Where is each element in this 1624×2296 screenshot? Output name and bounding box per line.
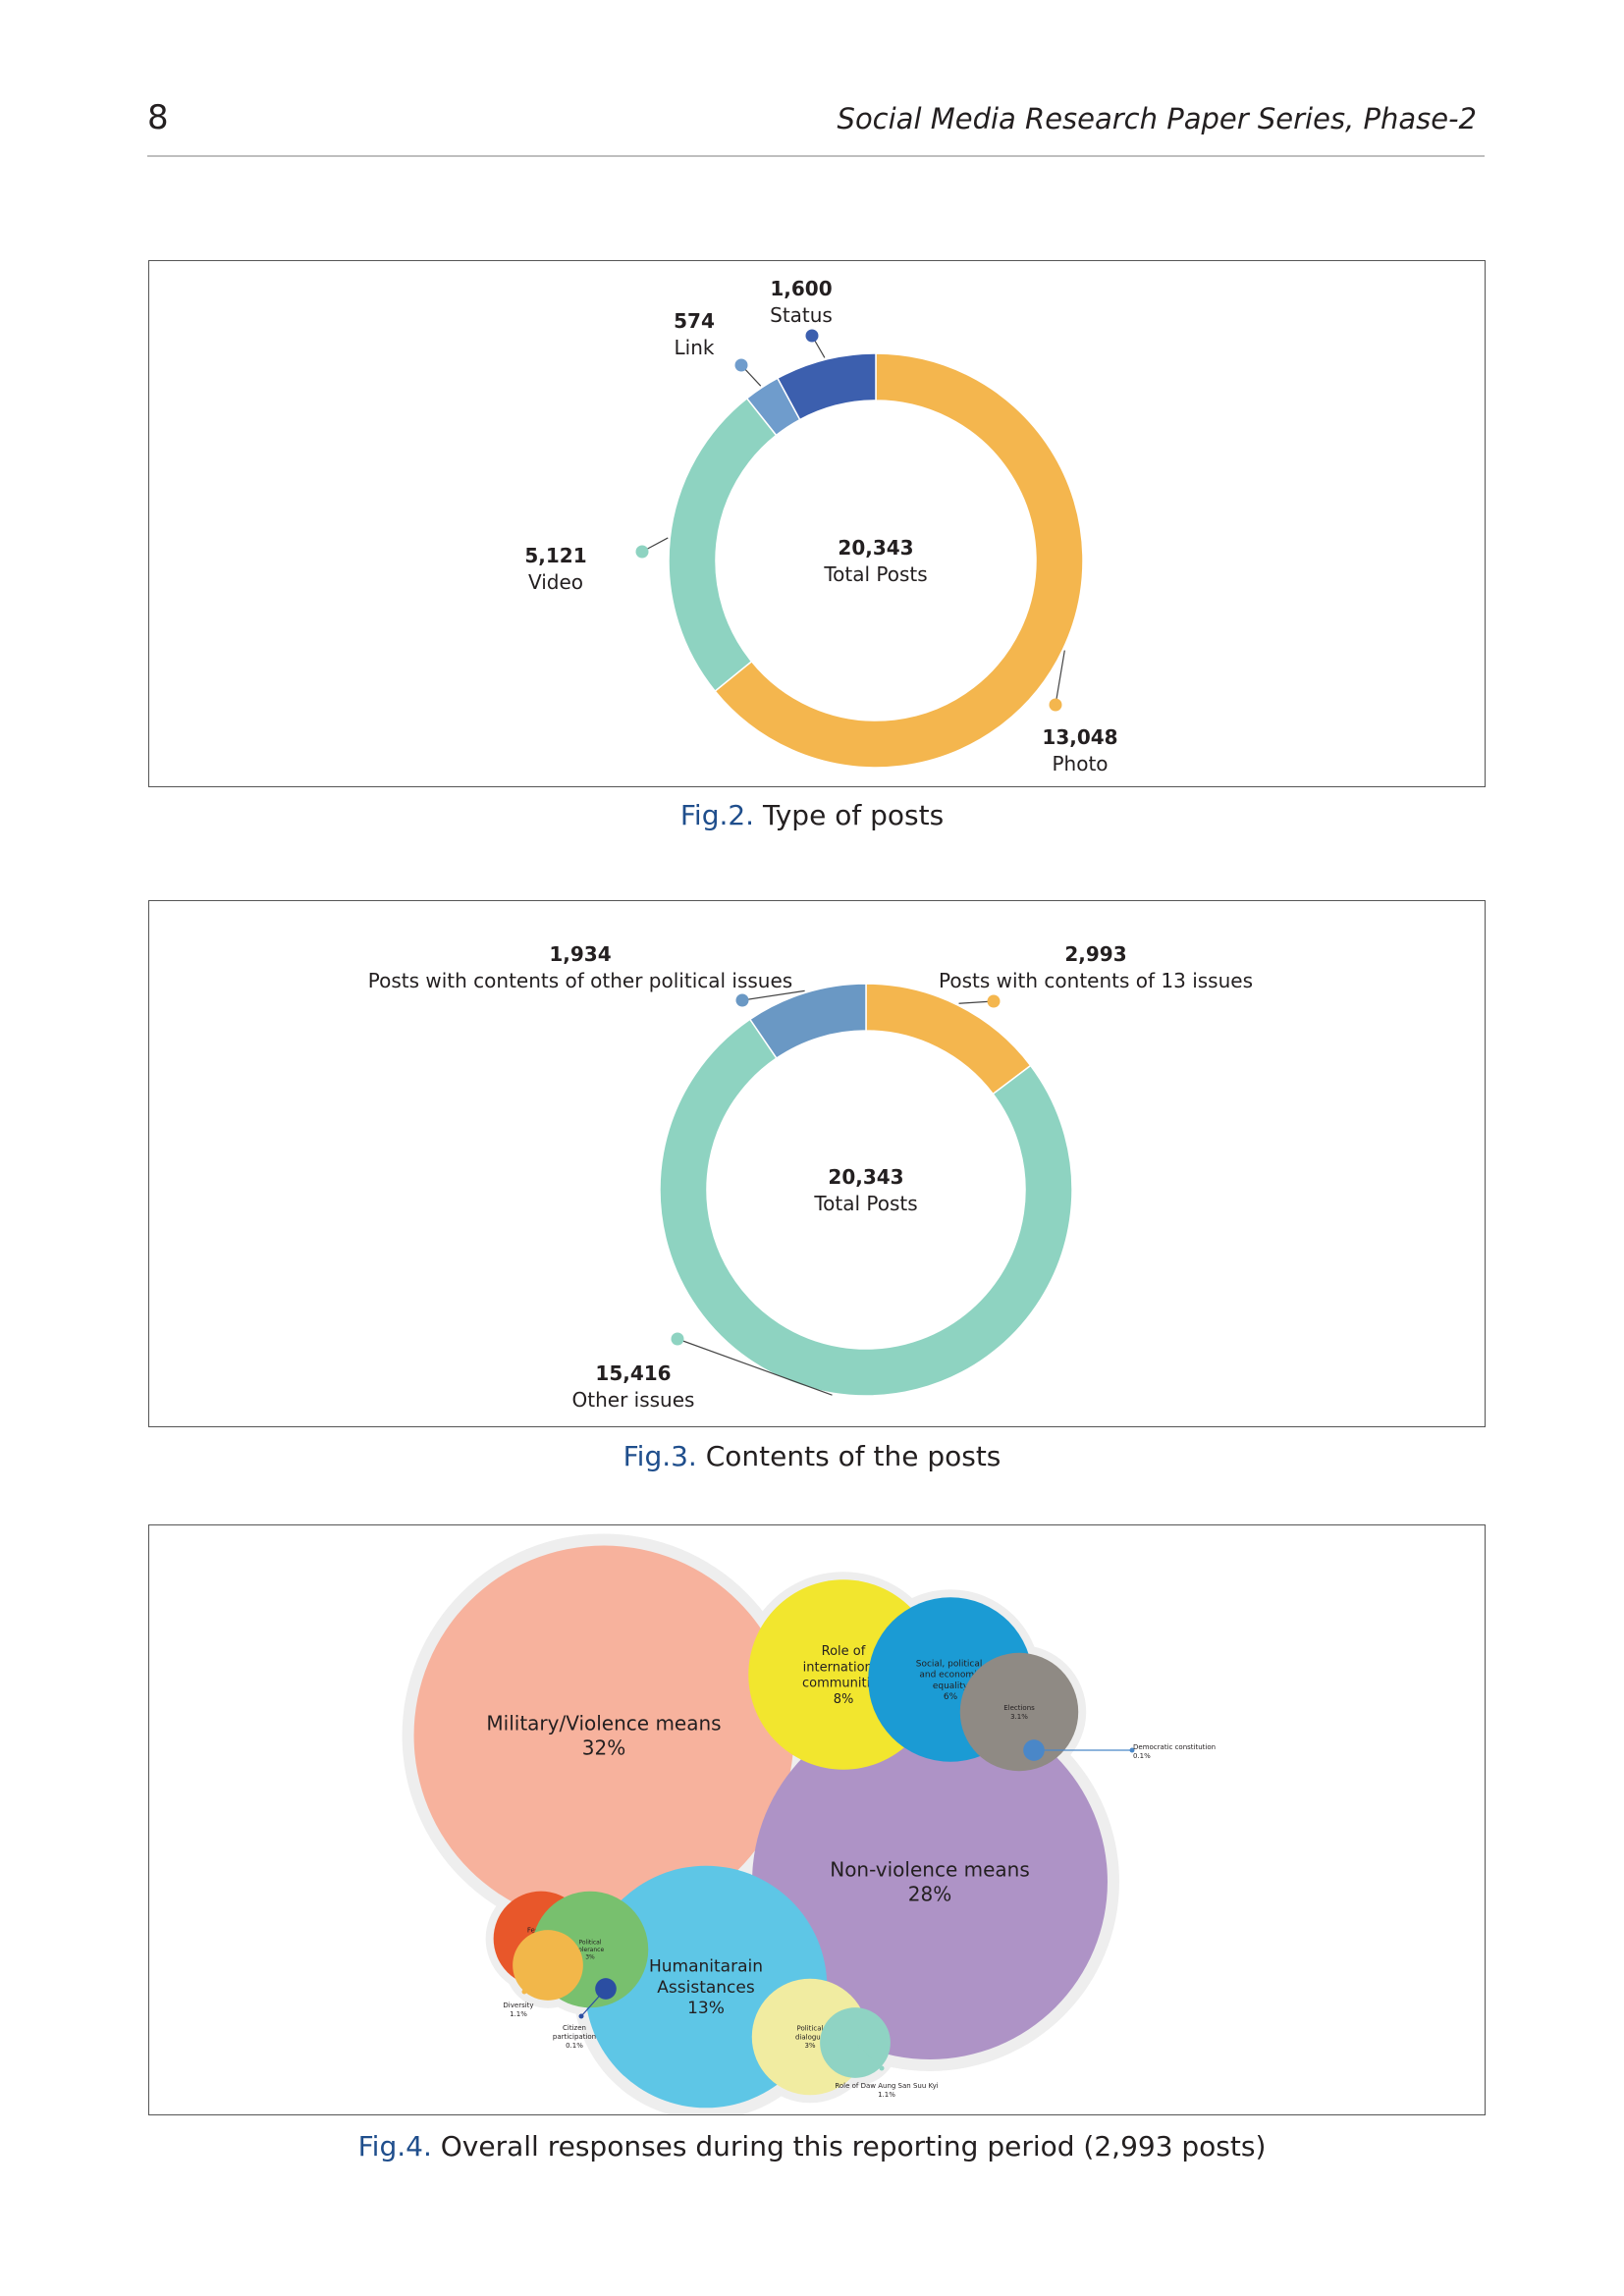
fig2-slice-photo bbox=[714, 352, 1084, 769]
bubble-label-diversity-0: Diversity bbox=[503, 2002, 533, 2009]
bubble-label-role-of-daw-aung-san-suu-kyi-0: Role of Daw Aung San Suu Kyi bbox=[835, 2082, 938, 2090]
bubble-leader-dot-citizen-participation bbox=[578, 2013, 584, 2019]
fig3-marker-other-issues bbox=[671, 1332, 684, 1346]
fig2-value-label-video: 5,121 bbox=[524, 544, 586, 567]
fig2-marker-status bbox=[805, 329, 819, 343]
bubble-leader-dot-democratic-constitution bbox=[1129, 1747, 1135, 1753]
fig3-center-label: Total Posts bbox=[813, 1192, 917, 1215]
bubble-label-democratic-constitution-0: Democratic constitution bbox=[1133, 1743, 1216, 1751]
bubble-label-humanitarain-assistances-0: Humanitarain bbox=[649, 1957, 763, 1977]
fig2-value-label-link: 574 bbox=[674, 309, 715, 333]
fig2-marker-video bbox=[635, 545, 649, 559]
fig2-chart-frame: 13,048 Photo 5,121 Video 574 Link 1,600 Status 2… bbox=[148, 260, 1486, 787]
fig3-slice-posts-with-contents-of-other-political-issues bbox=[748, 983, 867, 1060]
fig4-caption-label: Fig.4. bbox=[357, 2130, 432, 2163]
fig3-slice-other-issues bbox=[659, 1018, 1073, 1397]
fig2-slice-status bbox=[776, 352, 877, 421]
fig2-marker-photo bbox=[1049, 698, 1062, 712]
fig3-chart-frame: 2,993 Posts with contents of 13 issues 15,… bbox=[148, 900, 1486, 1427]
fig3-caption-text: Contents of the posts bbox=[696, 1440, 1001, 1472]
bubble-label-social-political-and-economic-equality-0: Social, political, bbox=[916, 1659, 985, 1669]
bubble-label-citizen-participation-0: Citizen bbox=[563, 2024, 586, 2032]
bubble-elections bbox=[959, 1652, 1079, 1772]
fig2-category-label-status: Status bbox=[770, 303, 833, 327]
fig3-caption-label: Fig.3. bbox=[623, 1440, 697, 1472]
page-number: 8 bbox=[147, 98, 169, 137]
fig2-value-label-photo: 13,048 bbox=[1042, 725, 1117, 749]
fig4-caption: Fig.4. Overall responses during this rep… bbox=[0, 2130, 1624, 2163]
bubble-label-role-of-international-communities-1: international bbox=[803, 1660, 885, 1675]
bubble-label-humanitarain-assistances-1: Assistances bbox=[657, 1978, 755, 1998]
fig2-category-label-link: Link bbox=[675, 336, 715, 359]
fig3-leader-other-issues bbox=[677, 1338, 833, 1396]
fig3-value-label-posts-with-contents-of-13-issues: 2,993 bbox=[1064, 942, 1126, 966]
fig2-donut-chart: 13,048 Photo 5,121 Video 574 Link 1,600 Status 2… bbox=[524, 277, 1117, 775]
bubble-label-diversity-1: 1.1% bbox=[510, 2010, 527, 2018]
header-rule bbox=[147, 155, 1485, 157]
fig2-caption-label: Fig.2. bbox=[679, 799, 755, 831]
bubble-label-democratic-constitution-1: 0.1% bbox=[1133, 1752, 1151, 1760]
bubble-leader-dot-role-of-daw-aung-san-suu-kyi bbox=[879, 2065, 885, 2071]
bubble-label-non-violence-means-0: Non-violence means bbox=[830, 1858, 1030, 1882]
fig3-marker-posts-with-contents-of-other-political-issues bbox=[735, 993, 749, 1007]
bubble-label-social-political-and-economic-equality-3: 6% bbox=[944, 1692, 958, 1702]
fig3-category-label-posts-with-contents-of-13-issues: Posts with contents of 13 issues bbox=[939, 969, 1253, 992]
fig2-caption: Fig.2. Type of posts bbox=[0, 799, 1624, 831]
bubble-label-role-of-international-communities-0: Role of bbox=[822, 1644, 866, 1659]
fig4-caption-text: Overall responses during this reporting … bbox=[431, 2130, 1267, 2163]
bubble-label-non-violence-means-1: 28% bbox=[908, 1883, 951, 1906]
bubble-label-military-violence-means-1: 32% bbox=[582, 1736, 625, 1760]
fig3-value-label-other-issues: 15,416 bbox=[595, 1362, 671, 1385]
fig2-value-label-status: 1,600 bbox=[770, 277, 832, 300]
fig3-category-label-posts-with-contents-of-other-political-issues: Posts with contents of other political i… bbox=[368, 969, 792, 992]
bubble-label-role-of-international-communities-3: 8% bbox=[834, 1692, 854, 1707]
fig3-donut-chart: 2,993 Posts with contents of 13 issues 15,… bbox=[368, 942, 1253, 1412]
fig2-center-value: 20,343 bbox=[838, 536, 913, 560]
bubble-non-violence-means bbox=[752, 1704, 1108, 2059]
bubble-label-role-of-daw-aung-san-suu-kyi-1: 1.1% bbox=[878, 2091, 895, 2099]
bubble-label-political-tolerance-2: 3% bbox=[585, 1954, 595, 1961]
bubble-military-violence-means bbox=[413, 1545, 794, 1926]
bubble-leader-citizen-participation bbox=[580, 1988, 607, 2017]
fig2-caption-text: Type of posts bbox=[754, 799, 945, 831]
bubble-label-role-of-international-communities-2: communities bbox=[802, 1677, 885, 1691]
fig3-center-value: 20,343 bbox=[828, 1165, 903, 1189]
fig2-category-label-photo: Photo bbox=[1052, 752, 1108, 775]
fig3-category-label-other-issues: Other issues bbox=[572, 1388, 695, 1412]
bubble-leader-role-of-daw-aung-san-suu-kyi bbox=[854, 2042, 883, 2069]
bubble-label-political-dialogue-2: 3% bbox=[804, 2042, 815, 2050]
fig2-leader-photo bbox=[1055, 650, 1065, 706]
fig2-slice-video bbox=[668, 397, 778, 693]
bubble-leader-diversity bbox=[523, 1964, 549, 1993]
bubble-leader-dot-diversity bbox=[521, 1989, 527, 1995]
bubble-label-political-dialogue-1: dialogue bbox=[795, 2033, 825, 2041]
fig2-center-label: Total Posts bbox=[823, 562, 927, 586]
bubble-label-humanitarain-assistances-2: 13% bbox=[687, 1999, 725, 2018]
series-title: Social Media Research Paper Series, Phas… bbox=[837, 102, 1477, 135]
fig3-slice-posts-with-contents-of-13-issues bbox=[865, 983, 1032, 1095]
bubble-label-social-political-and-economic-equality-1: and economic bbox=[919, 1671, 981, 1681]
bubble-label-citizen-participation-1: participation bbox=[553, 2033, 596, 2041]
fig3-caption: Fig.3. Contents of the posts bbox=[0, 1440, 1624, 1472]
fig2-marker-link bbox=[734, 358, 748, 372]
bubble-label-elections-1: 3.1% bbox=[1010, 1713, 1028, 1721]
bubble-label-political-dialogue-0: Political bbox=[797, 2025, 824, 2033]
fig4-chart-frame: Military/Violence means 32% Non-violence m… bbox=[148, 1524, 1486, 2115]
fig3-marker-posts-with-contents-of-13-issues bbox=[987, 994, 1001, 1008]
bubble-label-political-tolerance-1: tolerance bbox=[576, 1947, 605, 1953]
bubble-label-political-tolerance-0: Political bbox=[578, 1940, 601, 1947]
bubble-label-military-violence-means-0: Military/Violence means bbox=[486, 1712, 721, 1735]
fig2-category-label-video: Video bbox=[528, 570, 583, 594]
bubble-label-elections-0: Elections bbox=[1003, 1704, 1035, 1712]
fig3-leader-posts-with-contents-of-other-political-issues bbox=[741, 989, 805, 1001]
bubble-label-citizen-participation-2: 0.1% bbox=[566, 2042, 583, 2050]
fig3-value-label-posts-with-contents-of-other-political-issues: 1,934 bbox=[549, 942, 611, 966]
bubble-label-social-political-and-economic-equality-2: equality bbox=[933, 1682, 969, 1691]
